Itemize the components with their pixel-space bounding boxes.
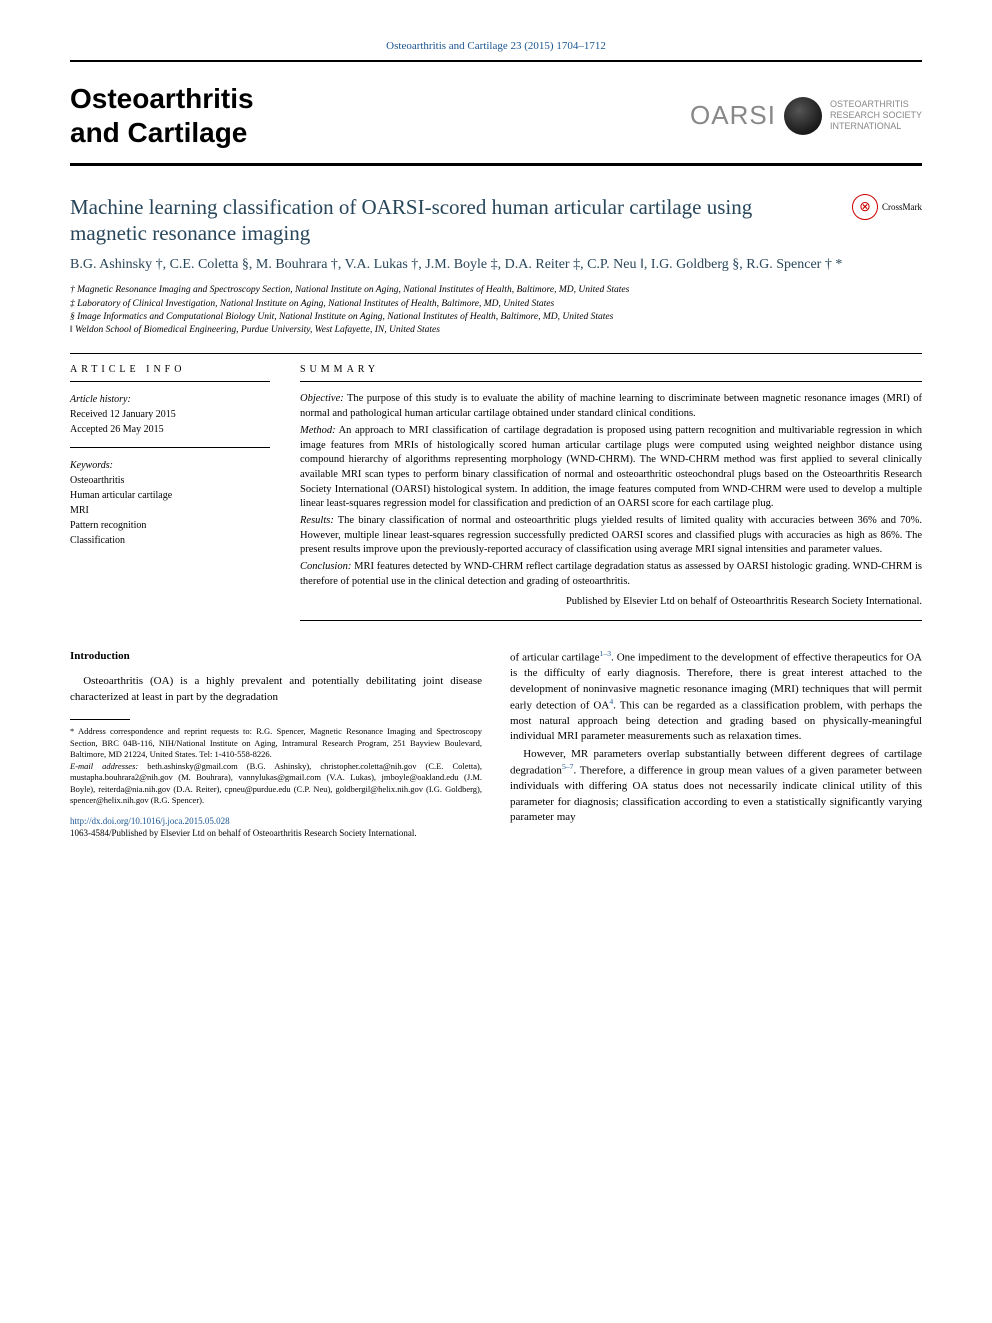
summary-bottom-rule <box>300 620 922 621</box>
copyright-line: 1063-4584/Published by Elsevier Ltd on b… <box>70 827 482 840</box>
title-row: Machine learning classification of OARSI… <box>70 194 922 247</box>
logo-line3: INTERNATIONAL <box>830 121 922 132</box>
crossmark-label: CrossMark <box>882 202 922 212</box>
oarsi-logo: OARSI OSTEOARTHRITIS RESEARCH SOCIETY IN… <box>690 97 922 135</box>
affiliations: † Magnetic Resonance Imaging and Spectro… <box>70 284 922 337</box>
header-row: Osteoarthritis and Cartilage OARSI OSTEO… <box>70 82 922 149</box>
text: of articular cartilage <box>510 652 600 664</box>
logo-org-text: OSTEOARTHRITIS RESEARCH SOCIETY INTERNAT… <box>830 99 922 131</box>
publisher-line: Published by Elsevier Ltd on behalf of O… <box>300 595 922 610</box>
keyword: Osteoarthritis <box>70 473 270 488</box>
meta-top-rule <box>70 353 922 354</box>
objective-label: Objective: <box>300 393 344 404</box>
affiliation-3: § Image Informatics and Computational Bi… <box>70 311 922 324</box>
objective-text: The purpose of this study is to evaluate… <box>300 393 922 419</box>
received-date: Received 12 January 2015 <box>70 407 270 422</box>
intro-para-1-cont: of articular cartilage1–3. One impedimen… <box>510 649 922 745</box>
history-head: Article history: <box>70 392 270 407</box>
affiliation-2: ‡ Laboratory of Clinical Investigation, … <box>70 298 922 311</box>
summary-block: SUMMARY Objective: The purpose of this s… <box>300 364 922 621</box>
conclusion-text: MRI features detected by WND-CHRM reflec… <box>300 561 922 587</box>
keyword: Classification <box>70 533 270 548</box>
crossmark-badge[interactable]: ⊗ CrossMark <box>852 194 922 220</box>
doi-url[interactable]: http://dx.doi.org/10.1016/j.joca.2015.05… <box>70 816 230 826</box>
keyword: Human articular cartilage <box>70 488 270 503</box>
keyword: Pattern recognition <box>70 518 270 533</box>
method-text: An approach to MRI classification of car… <box>300 425 922 509</box>
journal-title-line1: Osteoarthritis <box>70 83 254 114</box>
method-label: Method: <box>300 425 336 436</box>
affiliation-1: † Magnetic Resonance Imaging and Spectro… <box>70 284 922 297</box>
left-column: Introduction Osteoarthritis (OA) is a hi… <box>70 649 482 840</box>
logo-line1: OSTEOARTHRITIS <box>830 99 922 110</box>
correspondence-text: * Address correspondence and reprint req… <box>70 726 482 759</box>
correspondence-footnote: * Address correspondence and reprint req… <box>70 726 482 760</box>
header-rule <box>70 163 922 166</box>
article-info-label: ARTICLE INFO <box>70 364 270 382</box>
keywords-head: Keywords: <box>70 458 270 473</box>
keyword: MRI <box>70 503 270 518</box>
text: . Therefore, a difference in group mean … <box>510 765 922 823</box>
ref-link[interactable]: 1–3 <box>600 649 612 658</box>
article-info-block: ARTICLE INFO Article history: Received 1… <box>70 364 270 621</box>
logo-line2: RESEARCH SOCIETY <box>830 110 922 121</box>
globe-icon <box>784 97 822 135</box>
email-label: E-mail addresses: <box>70 761 138 771</box>
ref-link[interactable]: 5–7 <box>562 762 574 771</box>
conclusion-label: Conclusion: <box>300 561 351 572</box>
summary-text: Objective: The purpose of this study is … <box>300 392 922 610</box>
article-title: Machine learning classification of OARSI… <box>70 194 790 247</box>
affiliation-4: ‖ Weldon School of Biomedical Engineerin… <box>70 324 922 337</box>
results-text: The binary classification of normal and … <box>300 515 922 555</box>
doi-link[interactable]: http://dx.doi.org/10.1016/j.joca.2015.05… <box>70 815 482 828</box>
journal-citation: Osteoarthritis and Cartilage 23 (2015) 1… <box>70 40 922 52</box>
keywords-block: Keywords: Osteoarthritis Human articular… <box>70 458 270 548</box>
results-label: Results: <box>300 515 334 526</box>
logo-acronym: OARSI <box>690 100 776 131</box>
footnote-rule <box>70 719 130 720</box>
introduction-heading: Introduction <box>70 649 482 664</box>
accepted-date: Accepted 26 May 2015 <box>70 422 270 437</box>
meta-row: ARTICLE INFO Article history: Received 1… <box>70 364 922 621</box>
author-list: B.G. Ashinsky †, C.E. Coletta §, M. Bouh… <box>70 255 922 275</box>
right-column: of articular cartilage1–3. One impedimen… <box>510 649 922 840</box>
body-columns: Introduction Osteoarthritis (OA) is a hi… <box>70 649 922 840</box>
intro-para-1: Osteoarthritis (OA) is a highly prevalen… <box>70 674 482 705</box>
article-history: Article history: Received 12 January 201… <box>70 392 270 448</box>
journal-title: Osteoarthritis and Cartilage <box>70 82 254 149</box>
intro-para-2: However, MR parameters overlap substanti… <box>510 747 922 826</box>
top-rule <box>70 60 922 62</box>
crossmark-icon: ⊗ <box>852 194 878 220</box>
email-footnote: E-mail addresses: beth.ashinsky@gmail.co… <box>70 761 482 807</box>
journal-title-line2: and Cartilage <box>70 117 247 148</box>
summary-label: SUMMARY <box>300 364 922 382</box>
